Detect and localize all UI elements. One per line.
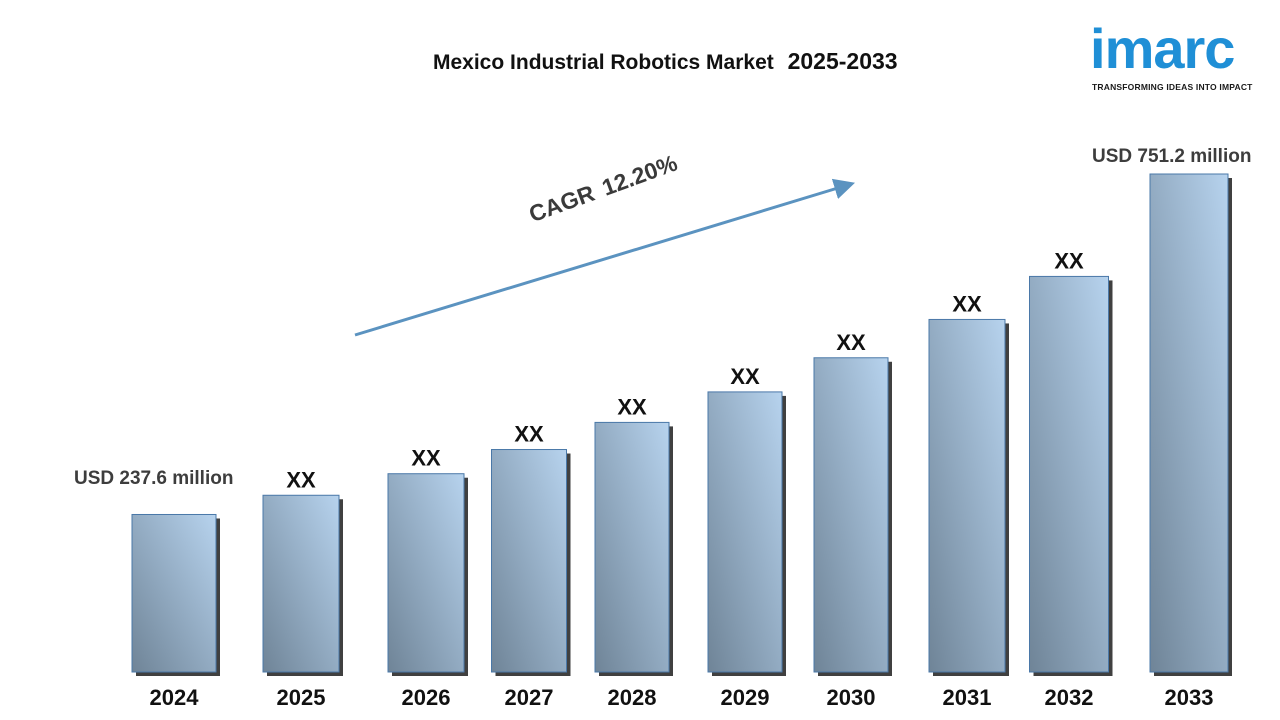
bar-data-label: XX bbox=[411, 446, 441, 471]
bar-2032 bbox=[1029, 275, 1109, 673]
bar-2029 bbox=[707, 391, 783, 673]
x-tick-label: 2033 bbox=[1165, 685, 1214, 710]
bar-2033 bbox=[1149, 173, 1229, 673]
bar-2030 bbox=[813, 357, 889, 673]
logo-letter-i: i bbox=[1090, 17, 1106, 80]
x-tick-label: 2025 bbox=[277, 685, 326, 710]
callout-end-value: USD 751.2 million bbox=[1092, 146, 1252, 167]
logo-tagline: TRANSFORMING IDEAS INTO IMPACT bbox=[1092, 82, 1253, 92]
logo-wordmark: imarc bbox=[1090, 17, 1236, 80]
bar-2027 bbox=[491, 449, 567, 673]
bar-data-label: XX bbox=[286, 467, 316, 492]
x-tick-label: 2032 bbox=[1045, 685, 1094, 710]
x-tick-label: 2024 bbox=[150, 685, 200, 710]
x-tick-label: 2029 bbox=[721, 685, 770, 710]
callout-start-value: USD 237.6 million bbox=[74, 468, 234, 489]
bars-layer: 2024 2025 XX 2026 XX 2027 XX 2028 XX 2029 XX 2030 XX… bbox=[131, 173, 1232, 710]
bar-2026 bbox=[387, 473, 465, 673]
bar-data-label: XX bbox=[730, 364, 760, 389]
bar-2024 bbox=[131, 513, 217, 673]
bar-2028 bbox=[594, 421, 670, 673]
bar-data-label: XX bbox=[514, 422, 544, 447]
logo-letters-marc: marc bbox=[1104, 17, 1236, 80]
bar-data-label: XX bbox=[617, 394, 647, 419]
bar-data-label: XX bbox=[836, 330, 866, 355]
imarc-logo: imarc TRANSFORMING IDEAS INTO IMPACT bbox=[1090, 18, 1262, 98]
cagr-arrow bbox=[354, 178, 856, 337]
chart-title: Mexico Industrial Robotics Market 2025-2… bbox=[433, 48, 898, 75]
x-tick-label: 2026 bbox=[402, 685, 451, 710]
bar-data-label: XX bbox=[952, 291, 982, 316]
x-tick-label: 2027 bbox=[505, 685, 554, 710]
bar-2025 bbox=[262, 494, 340, 673]
bar-2031 bbox=[928, 318, 1006, 673]
x-tick-label: 2028 bbox=[608, 685, 657, 710]
x-tick-label: 2030 bbox=[827, 685, 876, 710]
chart-title-years: 2025-2033 bbox=[787, 48, 898, 74]
bar-data-label: XX bbox=[1054, 248, 1084, 273]
x-tick-label: 2031 bbox=[943, 685, 992, 710]
chart-title-main: Mexico Industrial Robotics Market bbox=[433, 51, 774, 74]
